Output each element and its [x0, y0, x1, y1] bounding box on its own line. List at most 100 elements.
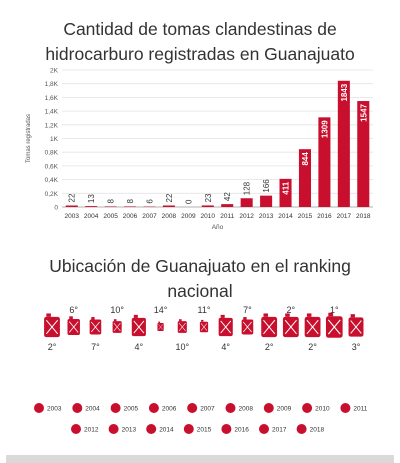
jerry-can-spout: [285, 313, 290, 317]
legend-year: 2011: [353, 406, 367, 413]
bar-2015: [298, 149, 311, 207]
data-label-2009: 0: [184, 199, 193, 204]
jerry-can-spout: [158, 321, 161, 323]
rank-label: 3°: [352, 342, 361, 352]
jerry-can-spout: [91, 317, 95, 320]
jerry-can-mark: [158, 324, 163, 330]
legend-year: 2006: [162, 406, 177, 413]
bar-2012: [240, 198, 253, 207]
jerry-can-mark: [68, 321, 79, 333]
data-label-2012: 128: [243, 181, 252, 195]
legend-dot: [71, 424, 81, 434]
jerry-can-icon: [282, 313, 299, 338]
data-label-2016: 1309: [320, 120, 329, 138]
bar-2018: [357, 101, 370, 207]
legend-year: 2013: [122, 427, 137, 434]
jerry-can-spout: [263, 313, 269, 317]
rank-label: 14°: [154, 305, 168, 315]
legend-year: 2007: [200, 406, 215, 413]
x-tick-label: 2004: [84, 213, 99, 220]
x-tick-label: 2009: [181, 213, 196, 220]
bar-2014: [279, 178, 292, 207]
legend-dot: [110, 403, 121, 413]
rank-label: 11°: [198, 305, 211, 315]
jerry-can-mark: [263, 319, 276, 335]
rank-label: 1°: [330, 305, 339, 315]
bar-2013: [260, 195, 273, 207]
chart-title-line-2: hidrocarburo registradas en Guanajuato: [45, 44, 355, 64]
jerry-can-mark: [350, 320, 362, 334]
data-label-2011: 42: [223, 192, 232, 201]
legend-dot: [296, 424, 307, 434]
data-label-2008: 22: [165, 193, 174, 202]
x-tick-label: 2015: [298, 213, 313, 220]
rank-label: 10°: [110, 305, 124, 315]
data-label-2015: 844: [301, 152, 310, 166]
legend-year: 2004: [85, 406, 100, 413]
legend-year: 2018: [310, 427, 325, 434]
data-label-2005: 8: [107, 198, 116, 203]
x-tick-label: 2012: [239, 213, 254, 220]
x-tick-label: 2003: [64, 213, 79, 220]
jerry-can-spout: [328, 312, 334, 317]
y-tick-label: 2K: [50, 68, 59, 75]
jerry-can-icon: [67, 316, 80, 336]
y-tick-label: 0,2K: [45, 191, 59, 198]
x-tick-label: 2014: [278, 213, 293, 220]
legend-dot: [34, 403, 44, 413]
data-label-2014: 411: [282, 181, 291, 194]
jerry-can-mark: [327, 319, 341, 335]
jerry-can-spout: [220, 314, 225, 318]
jerry-can-mark: [178, 322, 186, 332]
bar-2006: [124, 206, 137, 207]
rank-label: 2°: [308, 342, 317, 352]
jerry-can-icon: [89, 317, 102, 335]
bar-2005: [104, 206, 117, 207]
x-axis-label: Año: [212, 224, 224, 231]
legend-year: 2005: [124, 406, 139, 413]
rank-label: 2°: [265, 342, 274, 352]
x-tick-label: 2013: [259, 213, 274, 220]
x-tick-label: 2016: [317, 213, 332, 220]
jerry-can-icon: [348, 314, 364, 337]
y-tick-label: 0,4K: [45, 177, 59, 184]
y-tick-label: 1,4K: [45, 109, 59, 116]
legend-dot: [187, 403, 198, 413]
jerry-can-mark: [242, 321, 252, 333]
jerry-can-icon: [218, 314, 233, 337]
jerry-can-mark: [90, 321, 100, 333]
jerry-can-spout: [133, 314, 138, 318]
x-tick-label: 2006: [123, 213, 138, 220]
x-tick-label: 2018: [356, 213, 371, 220]
jerry-can-mark: [284, 319, 297, 335]
ranking-strip: 2° 6° 7° 10° 4° 14° 10° 11° 4° 7° 2° 2° 2° 1° 3°: [44, 305, 364, 352]
legend-year: 2003: [47, 406, 62, 413]
jerry-can-icon: [199, 319, 209, 333]
data-label-2018: 1547: [359, 103, 368, 121]
jerry-can-mark: [306, 319, 319, 335]
legend-year: 2016: [234, 427, 249, 434]
jerry-can-icon: [304, 313, 321, 338]
jerry-can-spout: [179, 319, 182, 322]
legend-dot: [148, 403, 159, 413]
y-tick-label: 0: [54, 205, 58, 212]
jerry-can-icon: [241, 317, 254, 335]
jerry-can-icon: [325, 312, 343, 338]
jerry-can-spout: [306, 313, 312, 317]
data-label-2004: 13: [87, 194, 96, 203]
legend-year: 2015: [197, 427, 212, 434]
ranking-title-line-1: Ubicación de Guanajuato en el ranking: [49, 256, 351, 276]
y-tick-label: 0,8K: [45, 150, 59, 157]
bar-2010: [201, 205, 214, 207]
rank-label: 7°: [243, 305, 252, 315]
jerry-can-mark: [45, 319, 59, 335]
legend-dot: [302, 403, 313, 413]
rank-label: 2°: [48, 342, 57, 352]
legend-dot: [225, 403, 236, 413]
rank-label: 6°: [69, 305, 78, 315]
legend-year: 2014: [159, 427, 174, 434]
footer-bar: [6, 455, 394, 463]
legend-dot: [108, 424, 119, 434]
bar-2016: [318, 117, 331, 207]
